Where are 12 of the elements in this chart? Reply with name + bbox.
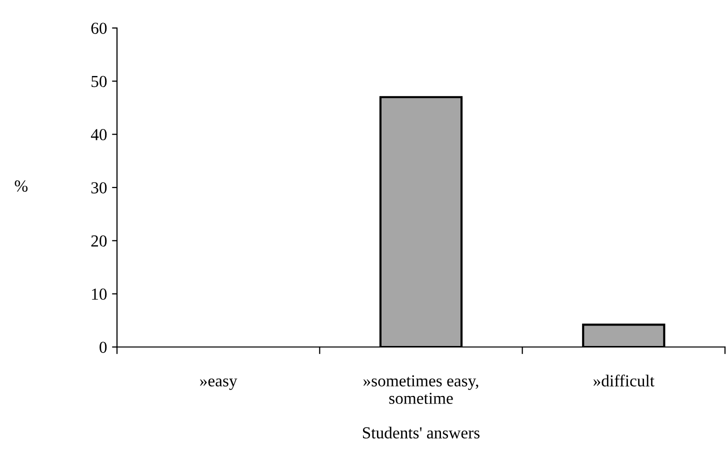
x-tick-label: »easy — [200, 378, 238, 390]
x-tick-label: »difficult — [593, 374, 654, 387]
x-tick-label: »sometimes easy, sometime — [363, 375, 478, 404]
y-tick-label: 40 — [90, 129, 107, 140]
y-tick-label: 60 — [91, 22, 107, 34]
y-tick-label: 20 — [91, 235, 107, 247]
y-tick-label: 10 — [92, 288, 107, 300]
y-axis-title: % — [14, 180, 28, 192]
y-tick-label: 30 — [91, 182, 107, 194]
x-axis-title: Students' answers — [362, 426, 480, 438]
y-tick-label: 0 — [100, 342, 107, 353]
y-tick-label: 50 — [92, 76, 107, 88]
